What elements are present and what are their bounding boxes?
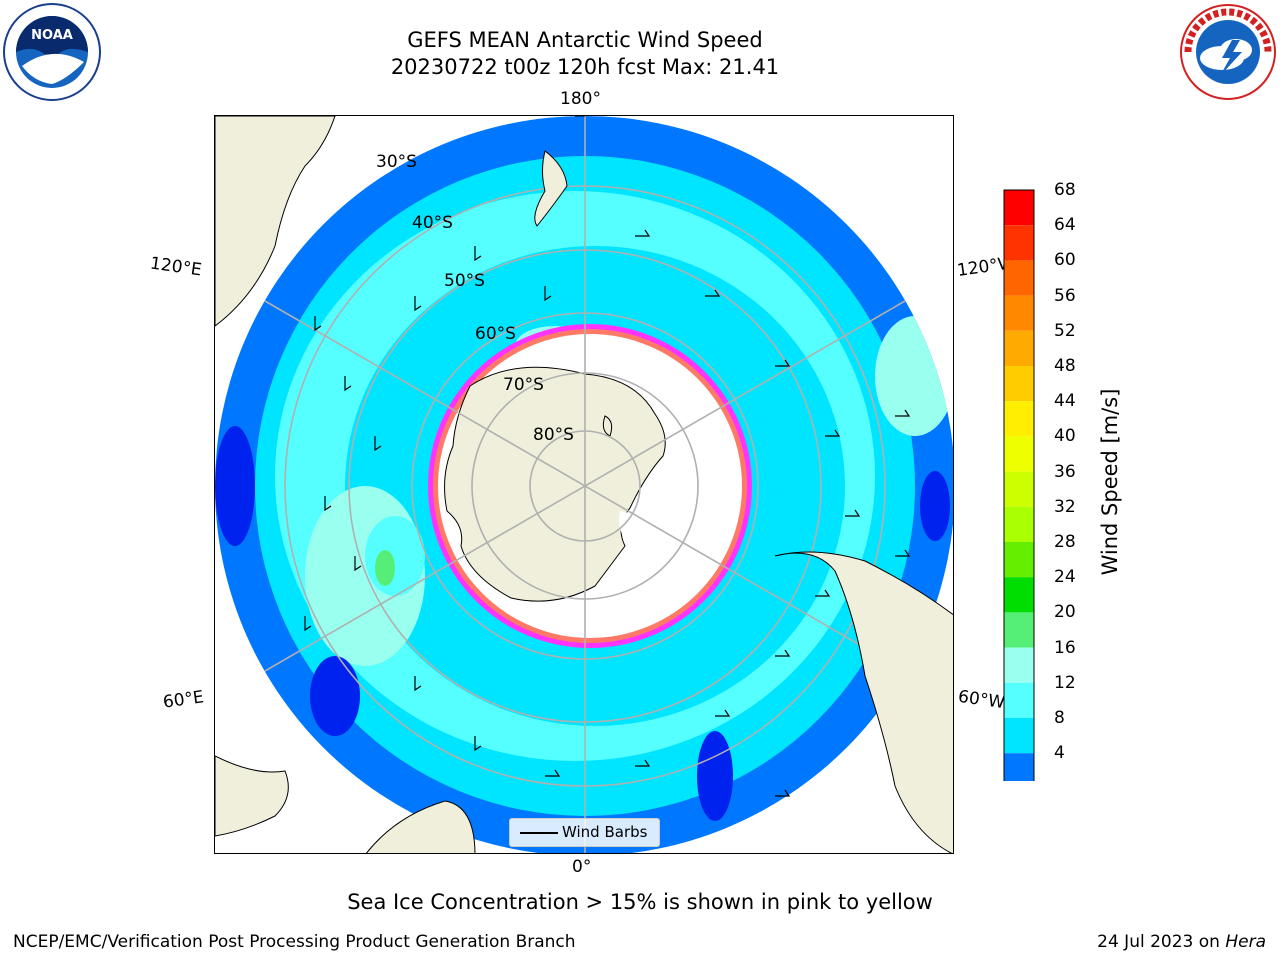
lon-label-0: 0° [572,857,592,877]
colorbar-segment [1004,718,1034,754]
colorbar-tick-label: 36 [1054,461,1076,482]
colorbar-segment [1004,612,1034,648]
wind-barb-legend-line [520,832,558,834]
colorbar-segment [1004,506,1034,542]
lat-label-50s: 50°S [444,271,485,291]
lon-label-60w: 60°W [956,686,1007,714]
colorbar-segment [1004,647,1034,683]
colorbar-label: Wind Speed [m/s] [1098,388,1122,576]
footer-credit: NCEP/EMC/Verification Post Processing Pr… [13,932,576,952]
colorbar-segment [1004,682,1034,718]
lon-label-180: 180° [560,89,601,109]
colorbar-tick-label: 12 [1054,672,1076,693]
footer-date-text: 24 Jul 2023 on [1097,932,1226,952]
colorbar-segment [1004,190,1034,226]
colorbar-segment [1004,542,1034,578]
colorbar-segment [1004,366,1034,402]
colorbar-tick-label: 20 [1054,602,1076,623]
noaa-logo-text: NOAA [31,28,73,43]
colorbar-tick-label: 60 [1054,250,1076,271]
colorbar-segment [1004,471,1034,507]
colorbar-tick-label: 24 [1054,567,1076,588]
colorbar [1003,189,1035,781]
lat-label-30s: 30°S [376,152,417,172]
nws-logo [1176,2,1280,102]
colorbar-tick-label: 32 [1054,496,1076,517]
map-title-line1: GEFS MEAN Antarctic Wind Speed [407,28,763,52]
colorbar-segment [1004,401,1034,437]
footer-host: Hera [1225,932,1266,952]
lon-label-120e: 120°E [148,253,203,281]
colorbar-tick-label: 4 [1054,743,1065,764]
lon-label-60e: 60°E [161,687,206,713]
colorbar-tick-label: 68 [1054,180,1076,200]
map-title-line2: 20230722 t00z 120h fcst Max: 21.41 [390,55,780,79]
colorbar-tick-label: 56 [1054,285,1076,306]
colorbar-tick-label: 48 [1054,356,1076,376]
colorbar-segment [1004,753,1034,781]
colorbar-outline [1003,189,1035,781]
polar-map [215,116,953,853]
colorbar-segment [1004,225,1034,261]
noaa-logo: NOAA [0,2,104,102]
colorbar-tick-label: 52 [1054,320,1076,341]
footer-date: 24 Jul 2023 on Hera [1097,932,1266,952]
legend-label: Wind Barbs [562,823,648,841]
colorbar-tick-label: 16 [1054,637,1076,658]
lat-label-80s: 80°S [533,425,574,445]
colorbar-tick-label: 40 [1054,426,1076,447]
wind-barbs [304,229,911,797]
map-panel [214,115,954,854]
colorbar-tick-label: 44 [1054,391,1076,412]
colorbar-segment [1004,260,1034,296]
lat-label-40s: 40°S [412,213,453,233]
wind-speed-field [215,116,953,853]
lat-label-70s: 70°S [503,375,544,395]
lat-label-60s: 60°S [475,324,516,344]
colorbar-tick-label: 28 [1054,532,1076,552]
colorbar-segment [1004,577,1034,613]
colorbar-segment [1004,330,1034,366]
colorbar-tick-label: 64 [1054,215,1076,236]
colorbar-segment [1004,436,1034,472]
map-legend: Wind Barbs [509,818,660,847]
sea-ice-note: Sea Ice Concentration > 15% is shown in … [347,890,933,914]
colorbar-tick-label: 8 [1054,708,1065,728]
colorbar-segment [1004,295,1034,331]
